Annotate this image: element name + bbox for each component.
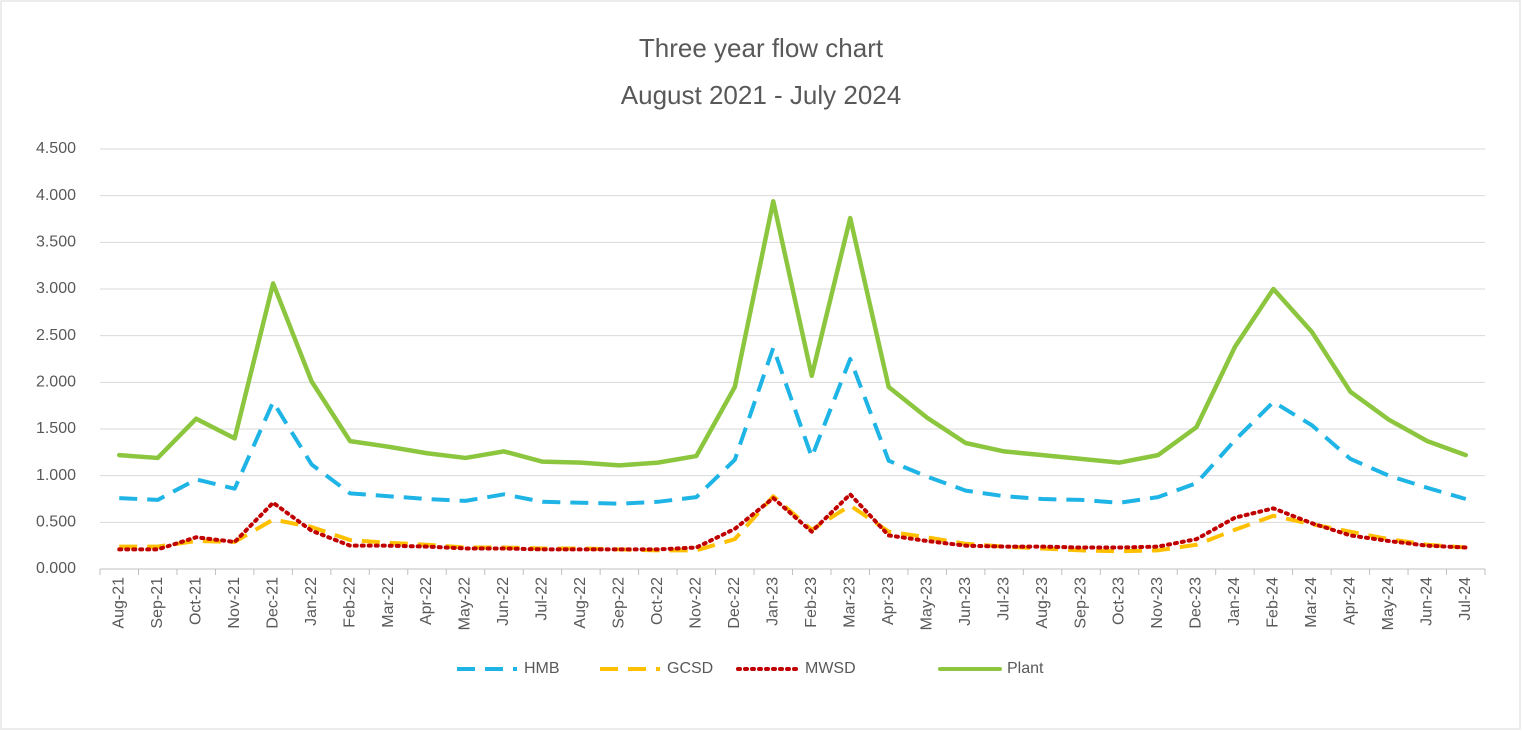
x-tick-label: May-24	[1380, 577, 1397, 630]
x-tick-label: Jun-23	[957, 577, 974, 626]
x-tick-label: Jul-24	[1457, 577, 1474, 621]
y-tick-label: 4.000	[36, 187, 76, 204]
x-tick-label: Apr-24	[1342, 577, 1359, 625]
x-tick-label: Oct-22	[649, 577, 666, 625]
y-tick-label: 1.500	[36, 420, 76, 437]
y-tick-label: 3.500	[36, 234, 76, 251]
x-tick-label: Feb-23	[803, 577, 820, 628]
x-tick-label: Jan-22	[303, 577, 320, 626]
x-tick-label: Apr-23	[880, 577, 897, 625]
x-tick-label: Oct-23	[1111, 577, 1128, 625]
x-tick-label: Aug-22	[572, 577, 589, 629]
x-tick-label: May-22	[457, 577, 474, 630]
series-line	[117, 492, 1468, 552]
x-tick-label: Jan-23	[764, 577, 781, 626]
x-tick-label: Sep-23	[1072, 577, 1089, 629]
legend-label: MWSD	[805, 660, 856, 677]
y-tick-label: 2.000	[36, 374, 76, 391]
x-tick-label: Feb-22	[341, 577, 358, 628]
x-tick-label: May-23	[918, 577, 935, 630]
x-tick-label: Mar-23	[841, 577, 858, 628]
x-tick-label: Jan-24	[1226, 577, 1243, 626]
legend-label: HMB	[524, 660, 560, 677]
chart-subtitle: August 2021 - July 2024	[621, 80, 901, 110]
legend-label: GCSD	[667, 660, 713, 677]
series-line	[116, 199, 1469, 468]
x-tick-label: Aug-23	[1034, 577, 1051, 629]
y-tick-label: 3.000	[36, 280, 76, 297]
x-tick-label: Nov-23	[1149, 577, 1166, 629]
y-tick-label: 2.500	[36, 327, 76, 344]
x-tick-label: Aug-21	[110, 577, 127, 629]
x-tick-label: Sep-21	[149, 577, 166, 629]
y-tick-label: 0.000	[36, 560, 76, 577]
chart-title: Three year flow chart	[639, 33, 884, 63]
x-tick-label: Jul-23	[995, 577, 1012, 621]
series-line	[119, 345, 1467, 506]
x-tick-label: Nov-22	[688, 577, 705, 629]
x-tick-label: Jul-22	[534, 577, 551, 621]
x-tick-label: Mar-22	[380, 577, 397, 628]
x-tick-label: Sep-22	[611, 577, 628, 629]
y-tick-label: 4.500	[36, 140, 76, 157]
x-tick-label: Jun-24	[1419, 577, 1436, 626]
x-tick-label: Dec-21	[264, 577, 281, 629]
x-tick-label: Dec-22	[726, 577, 743, 629]
x-tick-label: Oct-21	[187, 577, 204, 625]
x-tick-label: Mar-24	[1303, 577, 1320, 628]
legend-label: Plant	[1007, 660, 1044, 677]
x-tick-label: Nov-21	[226, 577, 243, 629]
x-tick-label: Apr-22	[418, 577, 435, 625]
y-tick-label: 1.000	[36, 467, 76, 484]
y-tick-label: 0.500	[36, 514, 76, 531]
x-tick-label: Feb-24	[1265, 577, 1282, 628]
x-tick-label: Dec-23	[1188, 577, 1205, 629]
x-tick-label: Jun-22	[495, 577, 512, 626]
